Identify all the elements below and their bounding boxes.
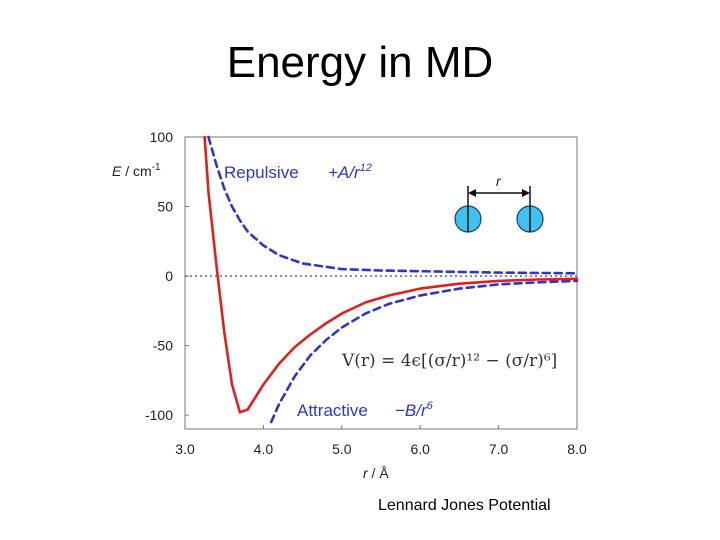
lj-equation: V(r) = 4ϵ[(σ/r)¹² − (σ/r)⁶] — [341, 351, 557, 371]
y-tick-label: -50 — [153, 338, 173, 354]
inset-arrow-left-head — [468, 189, 476, 197]
total-curve — [203, 135, 579, 414]
attractive-formula: −B/r6 — [395, 400, 434, 420]
x-tick-label: 5.0 — [332, 441, 352, 457]
x-tick-label: 8.0 — [567, 441, 587, 457]
y-tick-label: -100 — [145, 407, 173, 423]
x-tick-label: 4.0 — [254, 441, 274, 457]
x-axis-label: r / Å — [363, 465, 389, 481]
y-tick-label: 0 — [165, 268, 173, 284]
y-tick-label: 50 — [157, 199, 173, 215]
slide-caption: Lennard Jones Potential — [378, 497, 551, 514]
plot-frame — [184, 136, 578, 430]
x-tick-label: 6.0 — [410, 441, 430, 457]
repulsive-formula: +A/r12 — [328, 162, 372, 182]
repulsive-curve — [207, 135, 579, 275]
x-tick-label: 7.0 — [489, 441, 509, 457]
repulsive-label: Repulsive — [224, 163, 299, 182]
attractive-label: Attractive — [297, 401, 368, 420]
x-tick-label: 3.0 — [175, 441, 195, 457]
atom-pair-inset: r — [454, 173, 544, 233]
slide-title: Energy in MD — [226, 38, 494, 87]
attractive-curve — [269, 279, 579, 424]
y-axis-label: E / cm-1 — [112, 162, 161, 179]
inset-r-label: r — [496, 173, 502, 189]
inset-arrow-right-head — [522, 189, 530, 197]
y-tick-label: 100 — [150, 129, 174, 145]
